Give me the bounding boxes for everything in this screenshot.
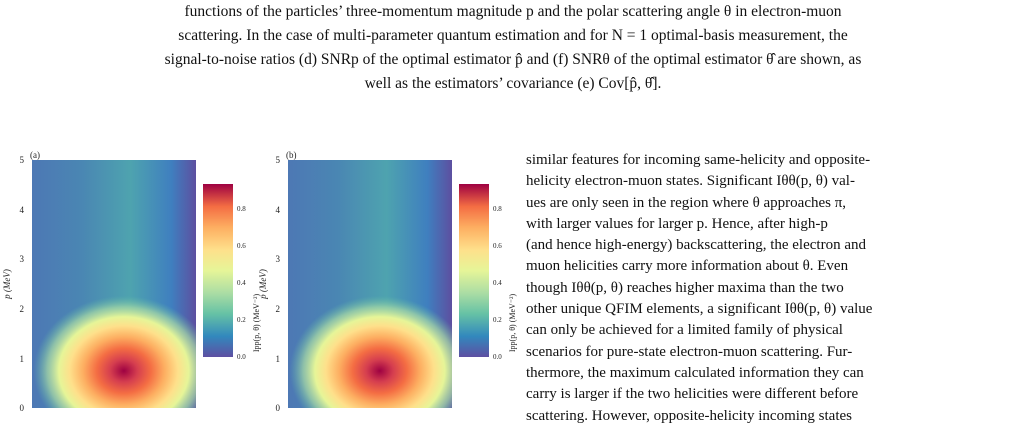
y-tick-label: 5: [20, 155, 25, 165]
heatmap-panel-b: (b) 0 1 2 3 4 5 p (MeV) Ipp(p, θ) (MeV⁻²…: [258, 150, 517, 413]
y-tick-label: 4: [276, 205, 281, 215]
y-tick-label: 0: [276, 403, 281, 413]
y-tick-label: 5: [276, 155, 281, 165]
y-axis-label: p (MeV): [2, 269, 12, 300]
y-tick-label: 1: [276, 354, 281, 364]
body-line: other unique QFIM elements, a significan…: [526, 301, 873, 318]
body-line: though Iθθ(p, θ) reaches higher maxima t…: [526, 279, 844, 296]
y-tick-label: 2: [276, 304, 281, 314]
y-tick-label: 0: [20, 403, 25, 413]
body-line: carry is larger if the two helicities we…: [526, 386, 859, 403]
body-line: (and hence high-energy) backscattering, …: [526, 237, 866, 254]
y-tick-label: 3: [276, 254, 281, 264]
colorbar-tick: 0.6: [493, 242, 502, 250]
colorbar-label: Ipp(p, θ) (MeV⁻²): [508, 294, 517, 353]
caption-line: functions of the particles’ three-moment…: [184, 3, 842, 20]
body-line: muon helicities carry more information a…: [526, 258, 849, 275]
body-line: scattering. However, opposite-helicity i…: [526, 407, 852, 424]
colorbar-tick: 0.2: [237, 316, 246, 324]
y-tick-label: 2: [20, 304, 25, 314]
caption-line: signal-to-noise ratios (d) SNRp of the o…: [164, 51, 862, 68]
body-line: similar features for incoming same-helic…: [526, 152, 871, 168]
colorbar-tick: 0.4: [237, 279, 246, 287]
body-line: thermore, the maximum calculated informa…: [526, 364, 864, 381]
colorbar-tick: 0.6: [237, 242, 246, 250]
colorbar-label: Ipp(p, θ) (MeV⁻²): [252, 294, 261, 353]
body-paragraph: similar features for incoming same-helic…: [526, 150, 1000, 427]
colorbar: [459, 184, 489, 357]
body-line: ues are only seen in the region where θ …: [526, 194, 847, 211]
colorbar: [203, 184, 233, 357]
body-line: can only be achieved for a limited famil…: [526, 322, 843, 339]
panel-label: (b): [286, 150, 297, 160]
colorbar-tick: 0.2: [493, 316, 502, 324]
y-tick-label: 1: [20, 354, 25, 364]
colorbar-tick: 0.0: [237, 353, 246, 361]
heatmap-hotspot: [288, 160, 452, 408]
caption-line: well as the estimators’ covariance (e) C…: [364, 75, 662, 92]
panel-label: (a): [30, 150, 40, 160]
y-tick-label: 3: [20, 254, 25, 264]
heatmap-panel-a: (a) 0 1 2 3 4 5 p (MeV) Ipp(p, θ) (MeV⁻²…: [2, 150, 261, 413]
y-axis-label: p (MeV): [258, 269, 268, 300]
figure-caption: functions of the particles’ three-moment…: [28, 0, 998, 96]
caption-line: scattering. In the case of multi-paramet…: [178, 27, 848, 44]
colorbar-tick: 0.8: [493, 205, 502, 213]
colorbar-tick: 0.4: [493, 279, 502, 287]
y-tick-label: 4: [20, 205, 25, 215]
heatmap-hotspot: [32, 160, 196, 408]
body-line: with larger values for larger p. Hence, …: [526, 215, 828, 232]
body-line: helicity electron-muon states. Significa…: [526, 173, 855, 190]
body-line: scenarios for pure-state electron-muon s…: [526, 343, 853, 360]
colorbar-tick: 0.8: [237, 205, 246, 213]
colorbar-tick: 0.0: [493, 353, 502, 361]
